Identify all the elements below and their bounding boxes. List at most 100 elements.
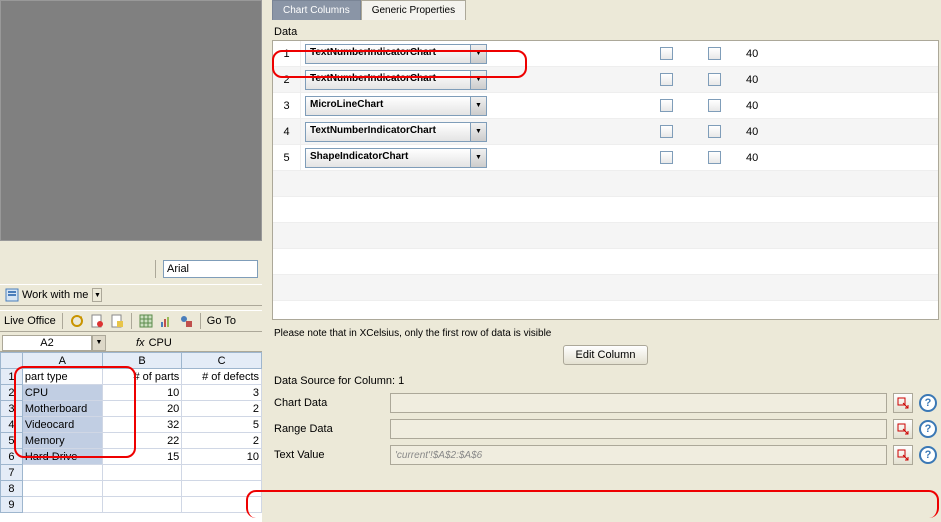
cell[interactable] bbox=[182, 497, 262, 513]
grid-row[interactable]: 3MicroLineChart▼40 bbox=[273, 93, 938, 119]
cell[interactable]: Videocard bbox=[22, 417, 102, 433]
help-icon[interactable]: ? bbox=[919, 420, 937, 438]
checkbox[interactable] bbox=[660, 47, 673, 60]
grid-row[interactable]: 5ShapeIndicatorChart▼40 bbox=[273, 145, 938, 171]
help-icon[interactable]: ? bbox=[919, 446, 937, 464]
cell[interactable]: 5 bbox=[182, 417, 262, 433]
cell[interactable]: 2 bbox=[182, 401, 262, 417]
grid-icon[interactable] bbox=[138, 313, 154, 329]
dropdown-arrow-icon[interactable]: ▼ bbox=[470, 45, 486, 63]
grid-row[interactable] bbox=[273, 249, 938, 275]
spreadsheet[interactable]: A B C 1part type# of parts# of defects 2… bbox=[0, 352, 262, 522]
chart-type-dropdown[interactable]: ShapeIndicatorChart▼ bbox=[305, 148, 487, 168]
checkbox[interactable] bbox=[708, 125, 721, 138]
cell[interactable] bbox=[182, 481, 262, 497]
row-header[interactable]: 9 bbox=[1, 497, 23, 513]
row-header[interactable]: 1 bbox=[1, 369, 23, 385]
grid-row[interactable] bbox=[273, 275, 938, 301]
doc-red-icon[interactable] bbox=[89, 313, 105, 329]
cell[interactable]: 10 bbox=[102, 385, 182, 401]
help-icon[interactable]: ? bbox=[919, 394, 937, 412]
font-name-input[interactable] bbox=[163, 260, 258, 278]
checkbox[interactable] bbox=[708, 99, 721, 112]
doc-yellow-icon[interactable] bbox=[109, 313, 125, 329]
grid-row[interactable] bbox=[273, 223, 938, 249]
row-header[interactable]: 3 bbox=[1, 401, 23, 417]
cell[interactable] bbox=[22, 465, 102, 481]
cell[interactable] bbox=[102, 497, 182, 513]
refresh-icon[interactable] bbox=[69, 313, 85, 329]
chart-small-icon[interactable] bbox=[158, 313, 174, 329]
text-value-picker[interactable] bbox=[893, 445, 913, 465]
chart-type-dropdown[interactable]: MicroLineChart▼ bbox=[305, 96, 487, 116]
checkbox-cell bbox=[690, 151, 738, 164]
cell[interactable]: # of defects bbox=[182, 369, 262, 385]
chart-data-input[interactable] bbox=[390, 393, 887, 413]
grid-row[interactable]: 1TextNumberIndicatorChart▼40 bbox=[273, 41, 938, 67]
row-header[interactable]: 2 bbox=[1, 385, 23, 401]
grid-row[interactable]: 4TextNumberIndicatorChart▼40 bbox=[273, 119, 938, 145]
checkbox-cell bbox=[642, 73, 690, 86]
checkbox[interactable] bbox=[660, 73, 673, 86]
col-header-a[interactable]: A bbox=[22, 353, 102, 369]
row-header[interactable]: 6 bbox=[1, 449, 23, 465]
col-header-c[interactable]: C bbox=[182, 353, 262, 369]
chart-type-dropdown[interactable]: TextNumberIndicatorChart▼ bbox=[305, 70, 487, 90]
checkbox[interactable] bbox=[660, 99, 673, 112]
cell[interactable]: # of parts bbox=[102, 369, 182, 385]
cell[interactable] bbox=[102, 465, 182, 481]
cell[interactable]: 22 bbox=[102, 433, 182, 449]
range-data-input[interactable] bbox=[390, 419, 887, 439]
cell[interactable] bbox=[22, 481, 102, 497]
cell[interactable]: 32 bbox=[102, 417, 182, 433]
tab-generic-properties[interactable]: Generic Properties bbox=[361, 0, 466, 20]
checkbox[interactable] bbox=[660, 125, 673, 138]
goto-label[interactable]: Go To bbox=[207, 315, 236, 327]
workwithme-dropdown[interactable]: ▼ bbox=[92, 288, 102, 302]
dropdown-arrow-icon[interactable]: ▼ bbox=[470, 149, 486, 167]
row-header[interactable]: 7 bbox=[1, 465, 23, 481]
dropdown-arrow-icon[interactable]: ▼ bbox=[470, 123, 486, 141]
dropdown-arrow-icon[interactable]: ▼ bbox=[470, 97, 486, 115]
grid-row[interactable]: 2TextNumberIndicatorChart▼40 bbox=[273, 67, 938, 93]
cell[interactable]: Hard Drive bbox=[22, 449, 102, 465]
cell[interactable]: CPU bbox=[22, 385, 102, 401]
workwithme-label[interactable]: Work with me bbox=[22, 289, 88, 301]
corner-header[interactable] bbox=[1, 353, 23, 369]
grid-row[interactable] bbox=[273, 197, 938, 223]
cell[interactable]: 2 bbox=[182, 433, 262, 449]
cell[interactable]: part type bbox=[22, 369, 102, 385]
name-box-dropdown[interactable]: ▼ bbox=[92, 335, 106, 351]
checkbox[interactable] bbox=[660, 151, 673, 164]
grid-row[interactable] bbox=[273, 171, 938, 197]
chart-data-picker[interactable] bbox=[893, 393, 913, 413]
cell[interactable]: Memory bbox=[22, 433, 102, 449]
chart-type-dropdown[interactable]: TextNumberIndicatorChart▼ bbox=[305, 44, 487, 64]
checkbox[interactable] bbox=[708, 151, 721, 164]
cell[interactable] bbox=[182, 465, 262, 481]
checkbox[interactable] bbox=[708, 47, 721, 60]
name-box[interactable]: A2 bbox=[2, 335, 92, 351]
cell[interactable] bbox=[22, 497, 102, 513]
shapes-icon[interactable] bbox=[178, 313, 194, 329]
edit-column-button[interactable]: Edit Column bbox=[563, 345, 649, 365]
fx-label[interactable]: fx bbox=[136, 337, 145, 349]
formula-value: CPU bbox=[149, 337, 172, 349]
row-header[interactable]: 5 bbox=[1, 433, 23, 449]
cell[interactable]: 20 bbox=[102, 401, 182, 417]
cell[interactable]: 10 bbox=[182, 449, 262, 465]
row-header[interactable]: 8 bbox=[1, 481, 23, 497]
checkbox[interactable] bbox=[708, 73, 721, 86]
chart-data-label: Chart Data bbox=[274, 397, 384, 409]
range-data-picker[interactable] bbox=[893, 419, 913, 439]
cell[interactable]: 15 bbox=[102, 449, 182, 465]
chart-type-dropdown[interactable]: TextNumberIndicatorChart▼ bbox=[305, 122, 487, 142]
cell[interactable]: Motherboard bbox=[22, 401, 102, 417]
col-header-b[interactable]: B bbox=[102, 353, 182, 369]
cell[interactable]: 3 bbox=[182, 385, 262, 401]
tab-chart-columns[interactable]: Chart Columns bbox=[272, 0, 361, 20]
dropdown-arrow-icon[interactable]: ▼ bbox=[470, 71, 486, 89]
row-header[interactable]: 4 bbox=[1, 417, 23, 433]
text-value-input[interactable] bbox=[390, 445, 887, 465]
cell[interactable] bbox=[102, 481, 182, 497]
